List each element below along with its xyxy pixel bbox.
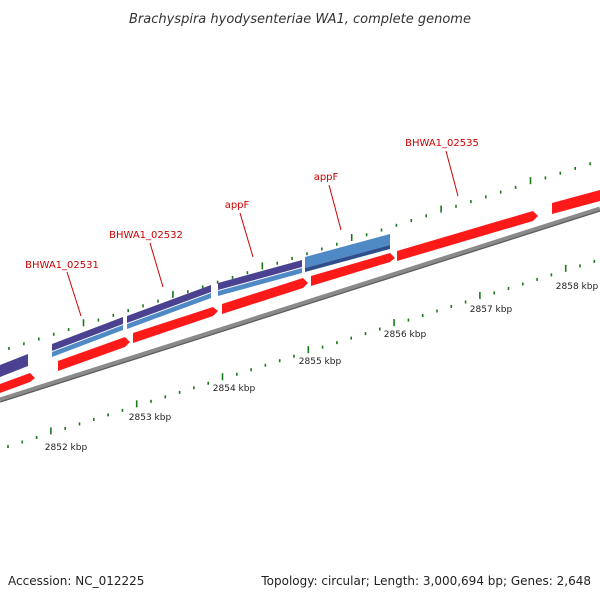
forward-strand-track	[0, 190, 600, 393]
forward-gene-arrow[interactable]	[311, 253, 395, 286]
reverse-gene-bar[interactable]	[127, 293, 211, 329]
gene-label-leader	[149, 242, 164, 288]
forward-gene-arrow[interactable]	[397, 211, 538, 261]
gene-label-leader	[328, 184, 342, 231]
reverse-gene-bar[interactable]	[218, 260, 302, 290]
inner-tick-row	[7, 259, 596, 448]
reverse-gene-bar[interactable]	[127, 285, 211, 323]
scale-label: 2857 kbp	[470, 305, 513, 315]
genome-summary-text: Topology: circular; Length: 3,000,694 bp…	[261, 574, 591, 588]
reverse-gene-bar[interactable]	[52, 325, 123, 357]
reverse-gene-bar[interactable]	[305, 234, 390, 268]
gene-label[interactable]: appF	[225, 200, 250, 211]
reverse-gene-bar[interactable]	[52, 317, 123, 351]
gene-label-leader	[445, 150, 459, 197]
gene-label[interactable]: BHWA1_02532	[109, 230, 183, 241]
forward-gene-arrow[interactable]	[222, 278, 308, 314]
scale-label: 2856 kbp	[384, 330, 427, 340]
gene-label[interactable]: BHWA1_02531	[25, 260, 99, 271]
forward-gene-arrow[interactable]	[133, 307, 218, 343]
reverse-gene-bar[interactable]	[0, 354, 28, 377]
scale-label: 2853 kbp	[129, 413, 172, 423]
outer-tick-row	[8, 162, 591, 350]
map-title: Brachyspira hyodysenteriae WA1, complete…	[129, 12, 471, 27]
scale-label: 2854 kbp	[213, 384, 256, 394]
scale-label: 2858 kbp	[556, 282, 599, 292]
scale-label: 2855 kbp	[299, 357, 342, 367]
gene-label-layer: BHWA1_02531 BHWA1_02532 appF appF BHWA1_0253…	[25, 138, 479, 317]
reverse-gene-bar[interactable]	[305, 245, 390, 272]
forward-gene-arrow[interactable]	[58, 337, 130, 371]
reverse-gene-bar[interactable]	[218, 268, 302, 296]
scale-label: 2852 kbp	[45, 443, 88, 453]
reverse-strand-track	[0, 234, 390, 377]
gene-label-leader	[239, 212, 254, 258]
genome-backbone	[0, 206, 600, 403]
accession-text: Accession: NC_012225	[8, 574, 145, 588]
forward-gene-arrow[interactable]	[0, 373, 35, 393]
gene-label-leader	[66, 271, 82, 317]
gene-label[interactable]: BHWA1_02535	[405, 138, 479, 149]
forward-gene-arrow[interactable]	[552, 190, 600, 214]
gene-label[interactable]: appF	[314, 172, 339, 183]
scale-label-layer: 2852 kbp 2853 kbp 2854 kbp 2855 kbp 2856 kbp…	[45, 282, 599, 453]
